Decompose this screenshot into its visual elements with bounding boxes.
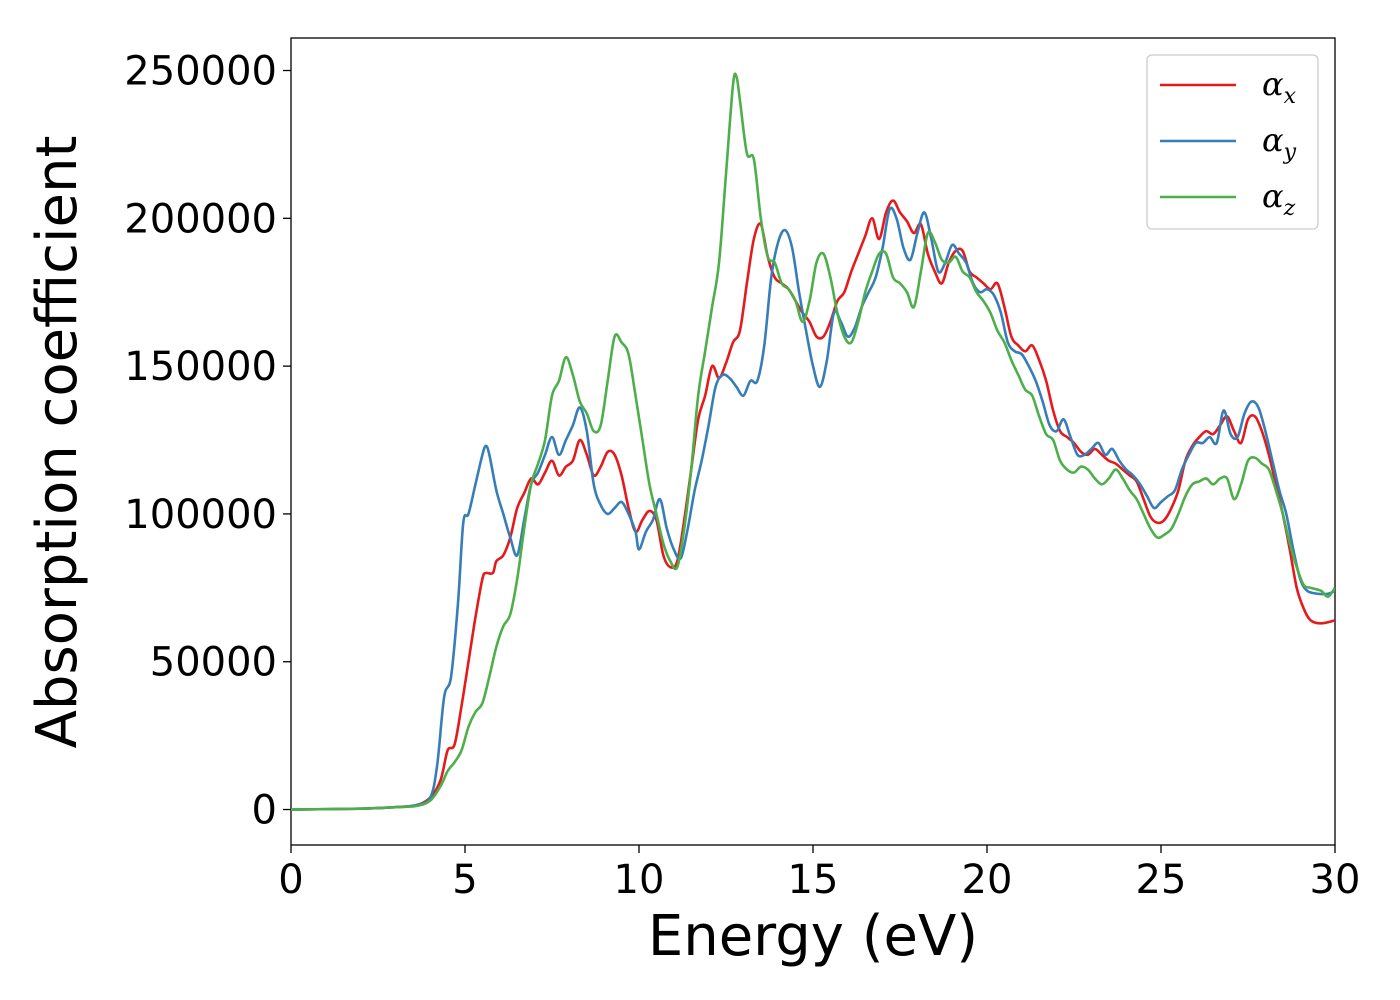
x-tick-label: 20 [962, 857, 1013, 903]
x-tick-label: 10 [614, 857, 665, 903]
y-tick-label: 250000 [124, 49, 277, 95]
y-tick-label: 50000 [150, 640, 277, 686]
x-axis-label: Energy (eV) [648, 904, 978, 969]
x-tick-label: 5 [452, 857, 477, 903]
x-tick-label: 25 [1136, 857, 1187, 903]
series-line-alpha-y [291, 206, 1335, 811]
series-group [291, 72, 1335, 811]
y-tick-label: 150000 [124, 344, 277, 390]
x-tick-label: 30 [1310, 857, 1361, 903]
x-tick-label: 0 [278, 857, 303, 903]
y-tick-label: 100000 [124, 492, 277, 538]
y-axis-ticks: 0 50000 100000 150000 200000 250000 [124, 49, 291, 834]
y-axis-label: Absorption coefficient [25, 136, 90, 749]
x-axis-ticks: 0 5 10 15 20 25 30 [278, 845, 1360, 903]
y-tick-label: 200000 [124, 196, 277, 242]
y-tick-label: 0 [252, 788, 277, 834]
x-tick-label: 15 [788, 857, 839, 903]
series-line-alpha-z [291, 72, 1335, 811]
series-line-alpha-x [291, 199, 1335, 811]
